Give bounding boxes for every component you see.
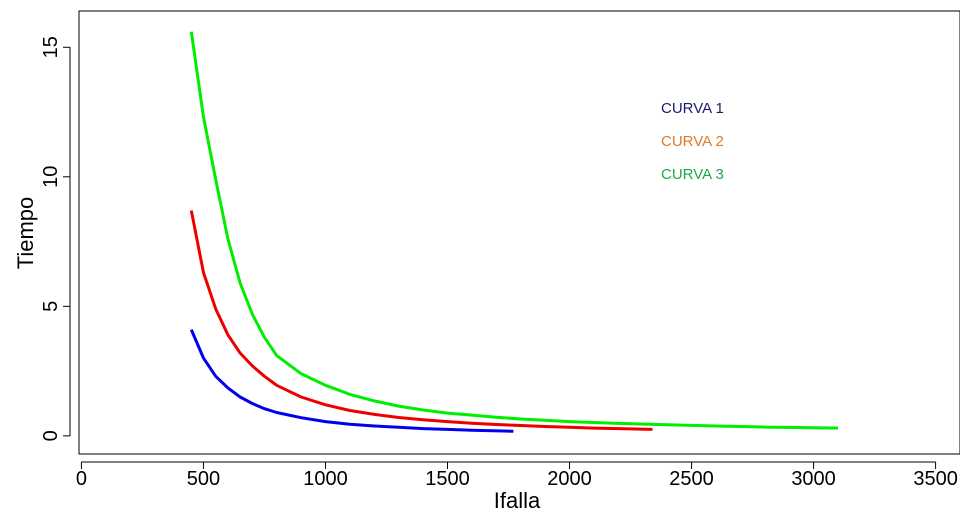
plot-frame [78,10,960,455]
legend-entry-curva-1: CURVA 1 [661,100,724,117]
y-axis-title: Tiempo [13,197,38,270]
y-tick-label: 10 [40,166,62,188]
series-line-curva-2 [189,210,653,431]
y-tick-label: 0 [40,430,62,441]
legend-entry-curva-2: CURVA 2 [661,133,724,150]
x-tick-label: 500 [187,468,220,490]
series-line-curva-3 [189,31,839,430]
x-axis: 0 500 1000 1500 2000 2500 3000 3500 [76,461,958,490]
x-tick-label: 1000 [303,468,348,490]
series-line-curva-1 [189,329,514,433]
x-tick-label: 0 [76,468,87,490]
x-axis-title: Ifalla [494,488,541,513]
y-axis: 0 5 10 15 [40,36,71,441]
x-tick-label: 3500 [913,468,958,490]
series-lines [189,31,839,433]
y-tick-label: 5 [40,301,62,312]
x-tick-label: 3000 [791,468,836,490]
y-tick-label: 15 [40,36,62,58]
legend: CURVA 1 CURVA 2 CURVA 3 [661,100,724,183]
x-tick-label: 1500 [425,468,470,490]
x-tick-label: 2500 [669,468,714,490]
legend-entry-curva-3: CURVA 3 [661,166,724,183]
x-tick-label: 2000 [547,468,592,490]
